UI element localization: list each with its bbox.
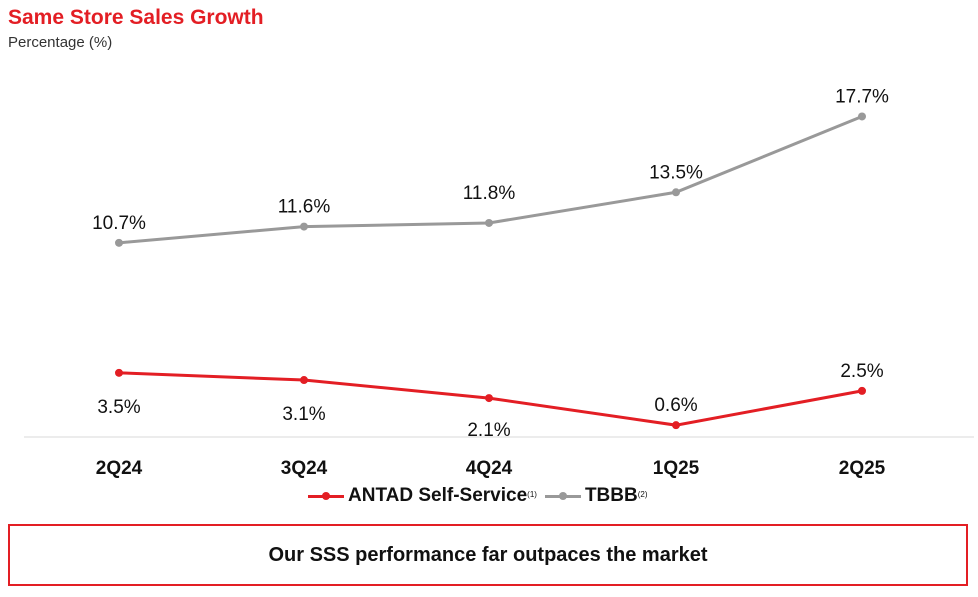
legend-item-tbbb: TBBB (2) <box>544 485 648 507</box>
data-label: 3.5% <box>97 397 140 418</box>
data-label: 17.7% <box>835 86 889 107</box>
data-point <box>858 386 866 395</box>
data-point <box>858 112 866 121</box>
legend-footnote-antad: (1) <box>527 489 537 499</box>
data-label: 3.1% <box>282 404 325 425</box>
legend-swatch-antad <box>308 491 344 500</box>
x-tick-label: 3Q24 <box>281 458 328 479</box>
data-label: 13.5% <box>649 162 703 183</box>
callout-text: Our SSS performance far outpaces the mar… <box>268 543 708 566</box>
data-point <box>300 376 308 385</box>
data-point <box>300 222 308 231</box>
data-label: 11.8% <box>463 183 516 204</box>
legend: ANTAD Self-Service (1) TBBB (2) <box>308 484 656 508</box>
data-label: 0.6% <box>654 395 697 416</box>
data-point <box>672 421 680 430</box>
chart-title: Same Store Sales Growth <box>8 6 264 29</box>
legend-item-antad: ANTAD Self-Service (1) <box>308 485 537 507</box>
x-tick-label: 1Q25 <box>653 458 700 479</box>
data-point <box>115 368 123 377</box>
data-point <box>485 394 493 403</box>
data-label: 10.7% <box>92 213 146 234</box>
x-tick-label: 2Q24 <box>96 458 143 479</box>
data-point <box>672 188 680 197</box>
data-point <box>115 238 123 247</box>
legend-label-tbbb: TBBB <box>584 485 638 506</box>
x-tick-label: 2Q25 <box>839 458 886 479</box>
x-tick-label: 4Q24 <box>466 458 513 479</box>
chart-subtitle: Percentage (%) <box>8 34 113 51</box>
callout-box: Our SSS performance far outpaces the mar… <box>8 524 968 586</box>
data-label: 2.1% <box>467 420 510 441</box>
legend-swatch-tbbb <box>544 491 581 500</box>
data-point <box>485 218 493 227</box>
legend-label-antad: ANTAD Self-Service <box>348 485 528 506</box>
legend-footnote-tbbb: (2) <box>637 489 648 499</box>
chart-area: 2Q24 3Q24 4Q24 1Q25 2Q25 3.5% 3.1% 2.1% 0.6% 2.5%… <box>24 86 974 479</box>
data-label: 11.6% <box>278 197 331 218</box>
data-label: 2.5% <box>840 361 883 382</box>
